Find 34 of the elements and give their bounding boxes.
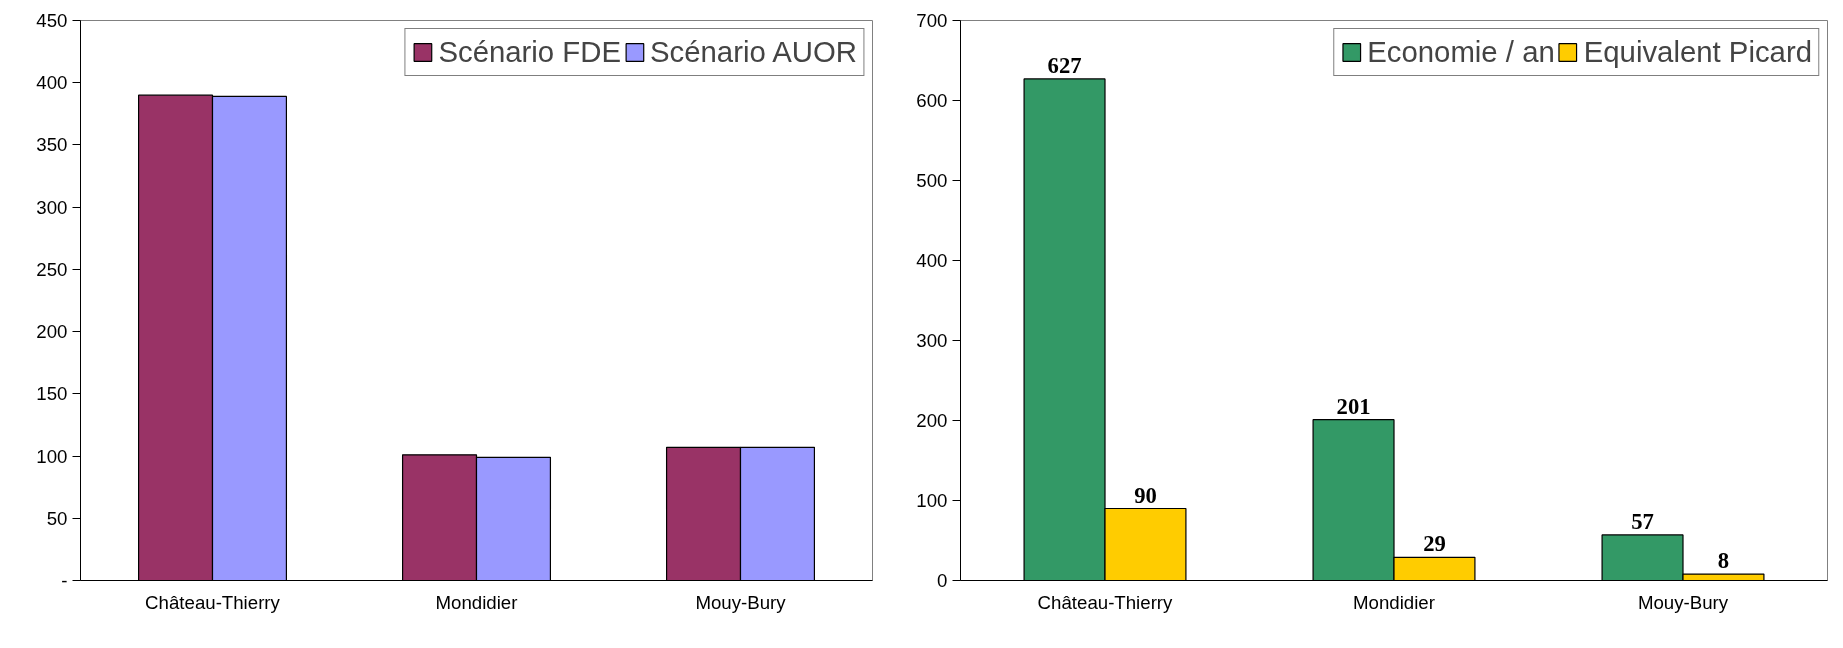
y-tick-label: 300 bbox=[916, 330, 948, 351]
y-tick-label: 100 bbox=[36, 445, 68, 467]
data-label: 29 bbox=[1423, 531, 1446, 557]
x-tick-label: Mouy-Bury bbox=[695, 591, 787, 613]
x-tick-label: Mouy-Bury bbox=[1637, 591, 1729, 613]
y-tick-label: 250 bbox=[36, 258, 68, 280]
y-tick-label: 0 bbox=[937, 570, 948, 591]
x-tick-label: Château-Thierry bbox=[145, 591, 281, 613]
y-tick-label: 350 bbox=[36, 134, 68, 156]
y-tick-label: 100 bbox=[916, 490, 948, 511]
data-label: 90 bbox=[1134, 482, 1157, 508]
y-tick-label: 200 bbox=[916, 410, 948, 431]
legend-label: Scénario AUOR bbox=[649, 35, 857, 69]
y-tick-label: 400 bbox=[916, 250, 948, 271]
y-tick-label: 450 bbox=[36, 10, 68, 31]
data-label: 201 bbox=[1336, 393, 1371, 419]
x-tick-label: Mondidier bbox=[1353, 591, 1435, 613]
y-tick-label: 50 bbox=[46, 507, 68, 529]
y-tick-label: 700 bbox=[916, 10, 948, 31]
x-tick-label: Château-Thierry bbox=[1037, 591, 1174, 613]
y-tick-label: 600 bbox=[916, 90, 948, 111]
legend-label: Equivalent Picard bbox=[1583, 35, 1812, 69]
data-label: 627 bbox=[1047, 52, 1082, 78]
legend-label: Economie / an bbox=[1367, 35, 1555, 69]
data-label: 57 bbox=[1631, 508, 1654, 534]
y-tick-label: 400 bbox=[36, 72, 68, 94]
data-label: 8 bbox=[1717, 548, 1730, 574]
y-tick-label: - bbox=[61, 570, 68, 591]
y-tick-label: 300 bbox=[36, 196, 68, 218]
y-tick-label: 150 bbox=[36, 383, 68, 405]
x-tick-label: Mondidier bbox=[435, 591, 518, 613]
y-tick-label: 200 bbox=[36, 321, 68, 343]
y-tick-label: 500 bbox=[916, 170, 948, 191]
legend-label: Scénario FDE bbox=[438, 35, 621, 69]
